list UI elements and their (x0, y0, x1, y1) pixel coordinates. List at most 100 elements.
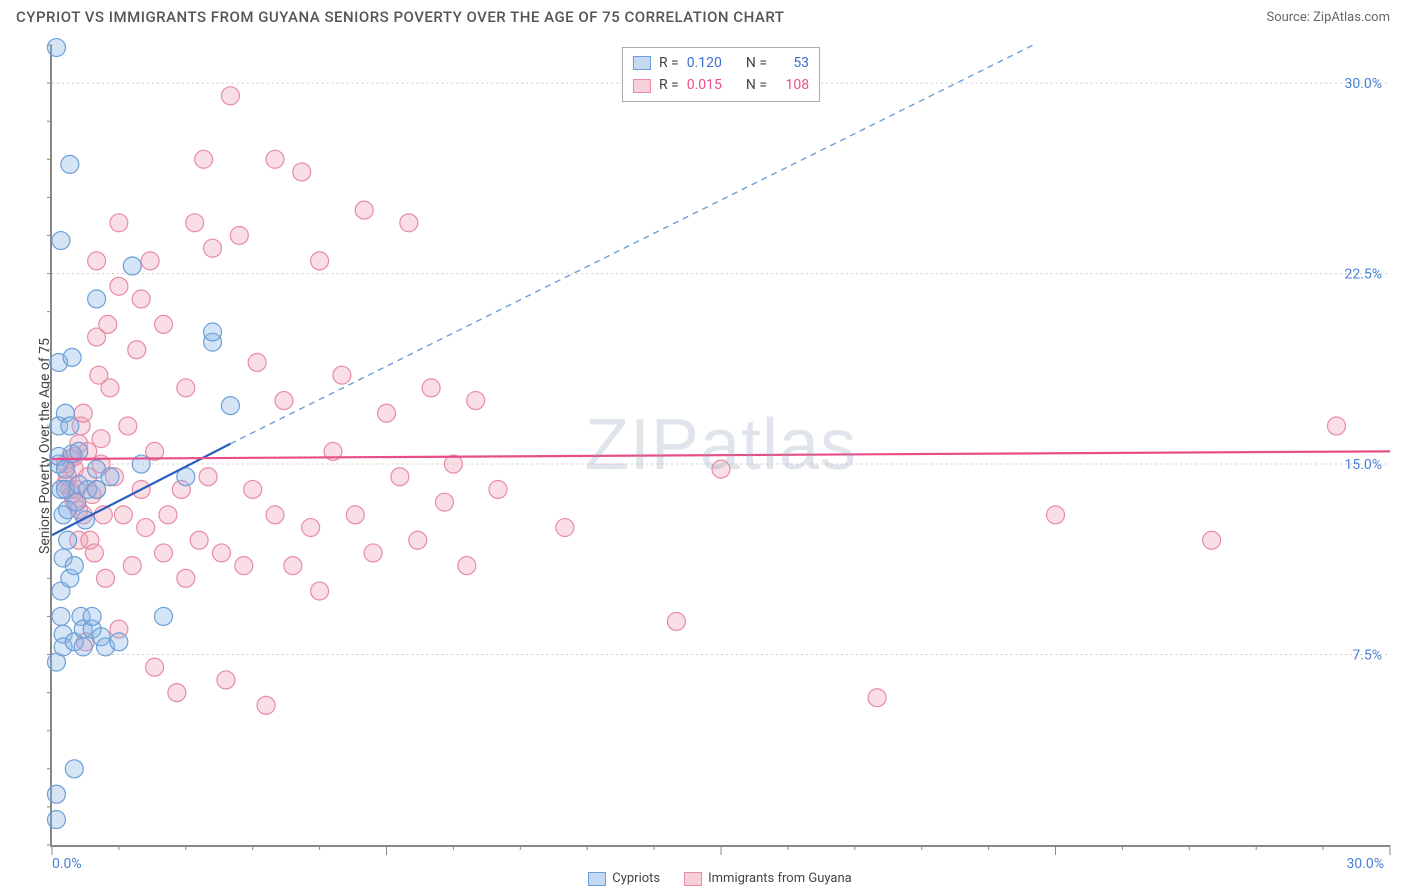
scatter-point-cypriots (221, 397, 239, 415)
plot-area: 7.5%15.0%22.5%30.0% ZIPatlas R =0.120N =… (50, 45, 1390, 847)
scatter-point-guyana (114, 506, 132, 524)
scatter-point-guyana (489, 480, 507, 498)
scatter-point-guyana (155, 544, 173, 562)
scatter-point-guyana (266, 506, 284, 524)
scatter-point-guyana (88, 252, 106, 270)
chart-title: CYPRIOT VS IMMIGRANTS FROM GUYANA SENIOR… (16, 8, 784, 26)
scatter-point-guyana (266, 150, 284, 168)
scatter-point-guyana (248, 353, 266, 371)
scatter-point-guyana (204, 239, 222, 257)
scatter-point-guyana (355, 201, 373, 219)
source-prefix: Source: (1266, 10, 1313, 25)
stat-n-value: 53 (775, 52, 809, 74)
scatter-point-guyana (458, 557, 476, 575)
scatter-point-cypriots (47, 785, 65, 803)
scatter-point-guyana (97, 569, 115, 587)
scatter-point-guyana (85, 544, 103, 562)
legend-swatch-icon (633, 56, 651, 70)
y-tick-label: 7.5% (1352, 648, 1382, 664)
legend-swatch-icon (684, 872, 702, 886)
scatter-point-guyana (275, 392, 293, 410)
scatter-point-guyana (244, 480, 262, 498)
scatter-point-guyana (92, 430, 110, 448)
chart-source: Source: ZipAtlas.com (1266, 10, 1390, 25)
scatter-point-guyana (186, 214, 204, 232)
stat-n-label: N = (746, 74, 767, 96)
scatter-point-cypriots (61, 155, 79, 173)
legend-item: Immigrants from Guyana (684, 871, 852, 886)
scatter-point-guyana (177, 569, 195, 587)
scatter-point-guyana (311, 252, 329, 270)
scatter-point-guyana (235, 557, 253, 575)
scatter-point-cypriots (70, 442, 88, 460)
scatter-point-guyana (123, 557, 141, 575)
scatter-point-guyana (1327, 417, 1345, 435)
legend-swatch-icon (633, 79, 651, 93)
scatter-point-guyana (311, 582, 329, 600)
scatter-point-cypriots (101, 468, 119, 486)
trendline-cypriots-extrapolated (230, 45, 1033, 444)
x-axis-max-label: 30.0% (1346, 856, 1384, 872)
scatter-point-cypriots (47, 39, 65, 57)
x-axis-min-label: 0.0% (52, 856, 82, 872)
scatter-point-guyana (667, 613, 685, 631)
scatter-point-guyana (199, 468, 217, 486)
scatter-point-guyana (293, 163, 311, 181)
scatter-point-cypriots (47, 811, 65, 829)
scatter-point-guyana (221, 87, 239, 105)
stat-n-value: 108 (775, 74, 809, 96)
scatter-point-guyana (99, 315, 117, 333)
scatter-point-guyana (212, 544, 230, 562)
scatter-point-cypriots (61, 417, 79, 435)
scatter-point-guyana (119, 417, 137, 435)
scatter-point-guyana (155, 315, 173, 333)
scatter-point-guyana (159, 506, 177, 524)
scatter-point-guyana (346, 506, 364, 524)
bottom-legend: Cypriots Immigrants from Guyana (50, 871, 1390, 886)
scatter-point-cypriots (88, 290, 106, 308)
scatter-point-guyana (110, 277, 128, 295)
scatter-point-guyana (1047, 506, 1065, 524)
scatter-point-guyana (230, 226, 248, 244)
scatter-point-guyana (132, 290, 150, 308)
scatter-point-cypriots (52, 607, 70, 625)
chart-container: Seniors Poverty Over the Age of 75 7.5%1… (50, 45, 1390, 847)
scatter-point-guyana (391, 468, 409, 486)
scatter-point-cypriots (74, 638, 92, 656)
scatter-point-cypriots (83, 607, 101, 625)
scatter-point-cypriots (65, 557, 83, 575)
stat-r-label: R = (659, 74, 679, 96)
scatter-point-guyana (712, 460, 730, 478)
stat-n-label: N = (746, 52, 767, 74)
scatter-point-guyana (110, 214, 128, 232)
y-tick-label: 22.5% (1345, 267, 1382, 283)
scatter-point-guyana (1203, 531, 1221, 549)
scatter-plot-svg: 7.5%15.0%22.5%30.0% (52, 45, 1390, 845)
scatter-point-guyana (467, 392, 485, 410)
scatter-point-guyana (128, 341, 146, 359)
stat-r-value: 0.120 (687, 52, 722, 74)
scatter-point-guyana (364, 544, 382, 562)
scatter-point-cypriots (110, 633, 128, 651)
legend-label: Immigrants from Guyana (708, 871, 852, 886)
scatter-point-guyana (556, 519, 574, 537)
scatter-point-cypriots (65, 760, 83, 778)
scatter-point-cypriots (63, 348, 81, 366)
legend-label: Cypriots (612, 871, 660, 886)
scatter-point-guyana (257, 696, 275, 714)
scatter-point-guyana (435, 493, 453, 511)
scatter-point-guyana (168, 684, 186, 702)
scatter-point-cypriots (59, 531, 77, 549)
scatter-point-guyana (195, 150, 213, 168)
scatter-point-guyana (177, 379, 195, 397)
stats-legend-box: R =0.120N =53R =0.015N =108 (622, 47, 820, 102)
scatter-point-guyana (333, 366, 351, 384)
scatter-point-guyana (137, 519, 155, 537)
scatter-point-guyana (400, 214, 418, 232)
y-tick-label: 15.0% (1345, 457, 1382, 473)
source-link[interactable]: ZipAtlas.com (1313, 10, 1390, 25)
scatter-point-guyana (141, 252, 159, 270)
scatter-point-cypriots (52, 232, 70, 250)
scatter-point-guyana (409, 531, 427, 549)
scatter-point-guyana (868, 689, 886, 707)
